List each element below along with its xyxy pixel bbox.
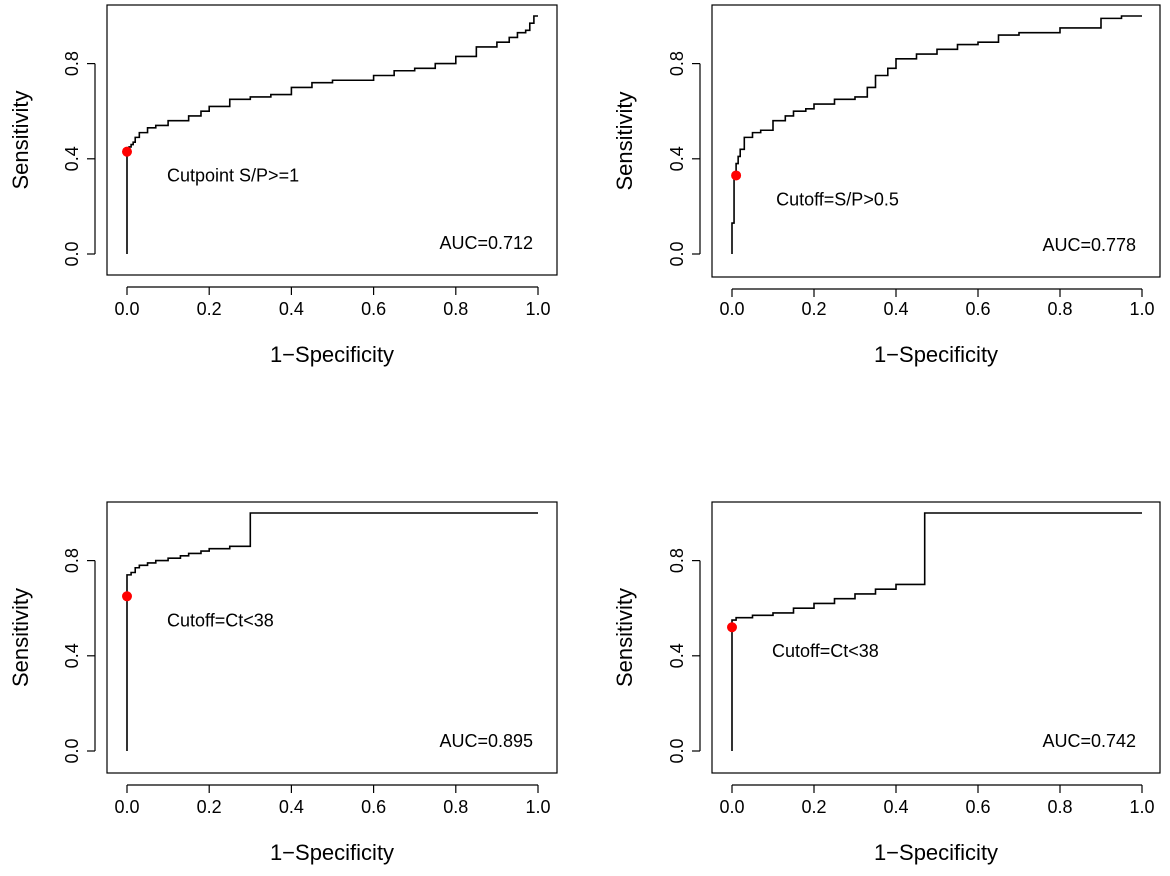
plot-frame <box>106 501 558 774</box>
roc-curve <box>731 15 1142 254</box>
y-axis-title: Sensitivity <box>8 588 33 687</box>
x-tick-label: 0.8 <box>1047 299 1072 319</box>
cutpoint-marker <box>727 622 737 633</box>
x-tick-label: 0.2 <box>197 797 222 817</box>
cutpoint-label: Cutoff=S/P>0.5 <box>776 189 899 209</box>
y-axis-title: Sensitivity <box>612 588 637 687</box>
x-axis-title: 1−Specificity <box>270 840 394 865</box>
y-tick-label: 0.4 <box>62 643 82 668</box>
x-tick-label: 0.8 <box>443 299 468 319</box>
cutpoint-marker <box>122 146 132 157</box>
x-tick-label: 0.6 <box>965 797 990 817</box>
y-tick-label: 0.8 <box>667 51 687 76</box>
auc-label: AUC=0.778 <box>1042 235 1136 255</box>
y-tick-label: 0.8 <box>62 548 82 573</box>
x-tick-label: 0.4 <box>883 299 908 319</box>
cutpoint-marker <box>122 591 132 602</box>
x-axis-title: 1−Specificity <box>874 840 998 865</box>
x-tick-label: 0.2 <box>197 299 222 319</box>
x-tick-label: 0.8 <box>443 797 468 817</box>
cutpoint-label: Cutpoint S/P>=1 <box>167 166 299 186</box>
x-tick-label: 0.0 <box>114 299 139 319</box>
x-tick-label: 0.0 <box>114 797 139 817</box>
y-tick-label: 0.8 <box>667 548 687 573</box>
roc-curve <box>126 15 538 254</box>
plot-frame <box>711 4 1161 278</box>
x-tick-label: 0.4 <box>883 797 908 817</box>
x-tick-label: 1.0 <box>1129 299 1154 319</box>
roc-panel-top-right: 0.0 0.2 0.4 0.6 0.8 1.0 0.0 0.4 0.8 1−Specificity… <box>612 4 1161 367</box>
x-tick-label: 0.2 <box>801 797 826 817</box>
y-tick-label: 0.8 <box>62 51 82 76</box>
y-axis-title: Sensitivity <box>612 91 637 190</box>
x-tick-label: 1.0 <box>1129 797 1154 817</box>
cutpoint-label: Cutoff=Ct<38 <box>167 610 274 630</box>
y-tick-label: 0.4 <box>667 643 687 668</box>
x-tick-label: 0.8 <box>1047 797 1072 817</box>
plot-frame <box>106 4 558 276</box>
x-tick-label: 0.0 <box>719 797 744 817</box>
x-tick-label: 0.6 <box>361 299 386 319</box>
x-tick-label: 0.0 <box>719 299 744 319</box>
cutpoint-marker <box>731 170 742 181</box>
y-axis-title: Sensitivity <box>8 90 33 189</box>
roc-panel-bottom-right: 0.0 0.2 0.4 0.6 0.8 1.0 0.0 0.4 0.8 1−Specificity… <box>612 501 1161 865</box>
x-axis-title: 1−Specificity <box>874 342 998 367</box>
roc-curve <box>126 512 538 751</box>
x-tick-label: 1.0 <box>525 797 550 817</box>
x-tick-label: 0.6 <box>965 299 990 319</box>
x-tick-label: 0.2 <box>801 299 826 319</box>
x-tick-label: 1.0 <box>525 299 550 319</box>
plot-frame <box>711 501 1161 774</box>
roc-panel-bottom-left: 0.0 0.2 0.4 0.6 0.8 1.0 0.0 0.4 0.8 1−Specificity… <box>8 501 558 865</box>
y-tick-label: 0.0 <box>62 738 82 763</box>
auc-label: AUC=0.742 <box>1042 731 1136 751</box>
auc-label: AUC=0.895 <box>439 731 533 751</box>
auc-label: AUC=0.712 <box>439 233 533 253</box>
y-tick-label: 0.0 <box>667 738 687 763</box>
roc-panel-top-left: 0.0 0.2 0.4 0.6 0.8 1.0 0.0 0.4 0.8 1−Specificity… <box>8 4 558 367</box>
y-tick-label: 0.4 <box>667 146 687 171</box>
x-tick-label: 0.4 <box>279 299 304 319</box>
x-tick-label: 0.6 <box>361 797 386 817</box>
x-tick-label: 0.4 <box>279 797 304 817</box>
roc-curve <box>731 512 1142 751</box>
cutpoint-label: Cutoff=Ct<38 <box>772 641 879 661</box>
x-axis-title: 1−Specificity <box>270 342 394 367</box>
y-tick-label: 0.0 <box>667 241 687 266</box>
y-tick-label: 0.0 <box>62 241 82 266</box>
y-tick-label: 0.4 <box>62 146 82 171</box>
